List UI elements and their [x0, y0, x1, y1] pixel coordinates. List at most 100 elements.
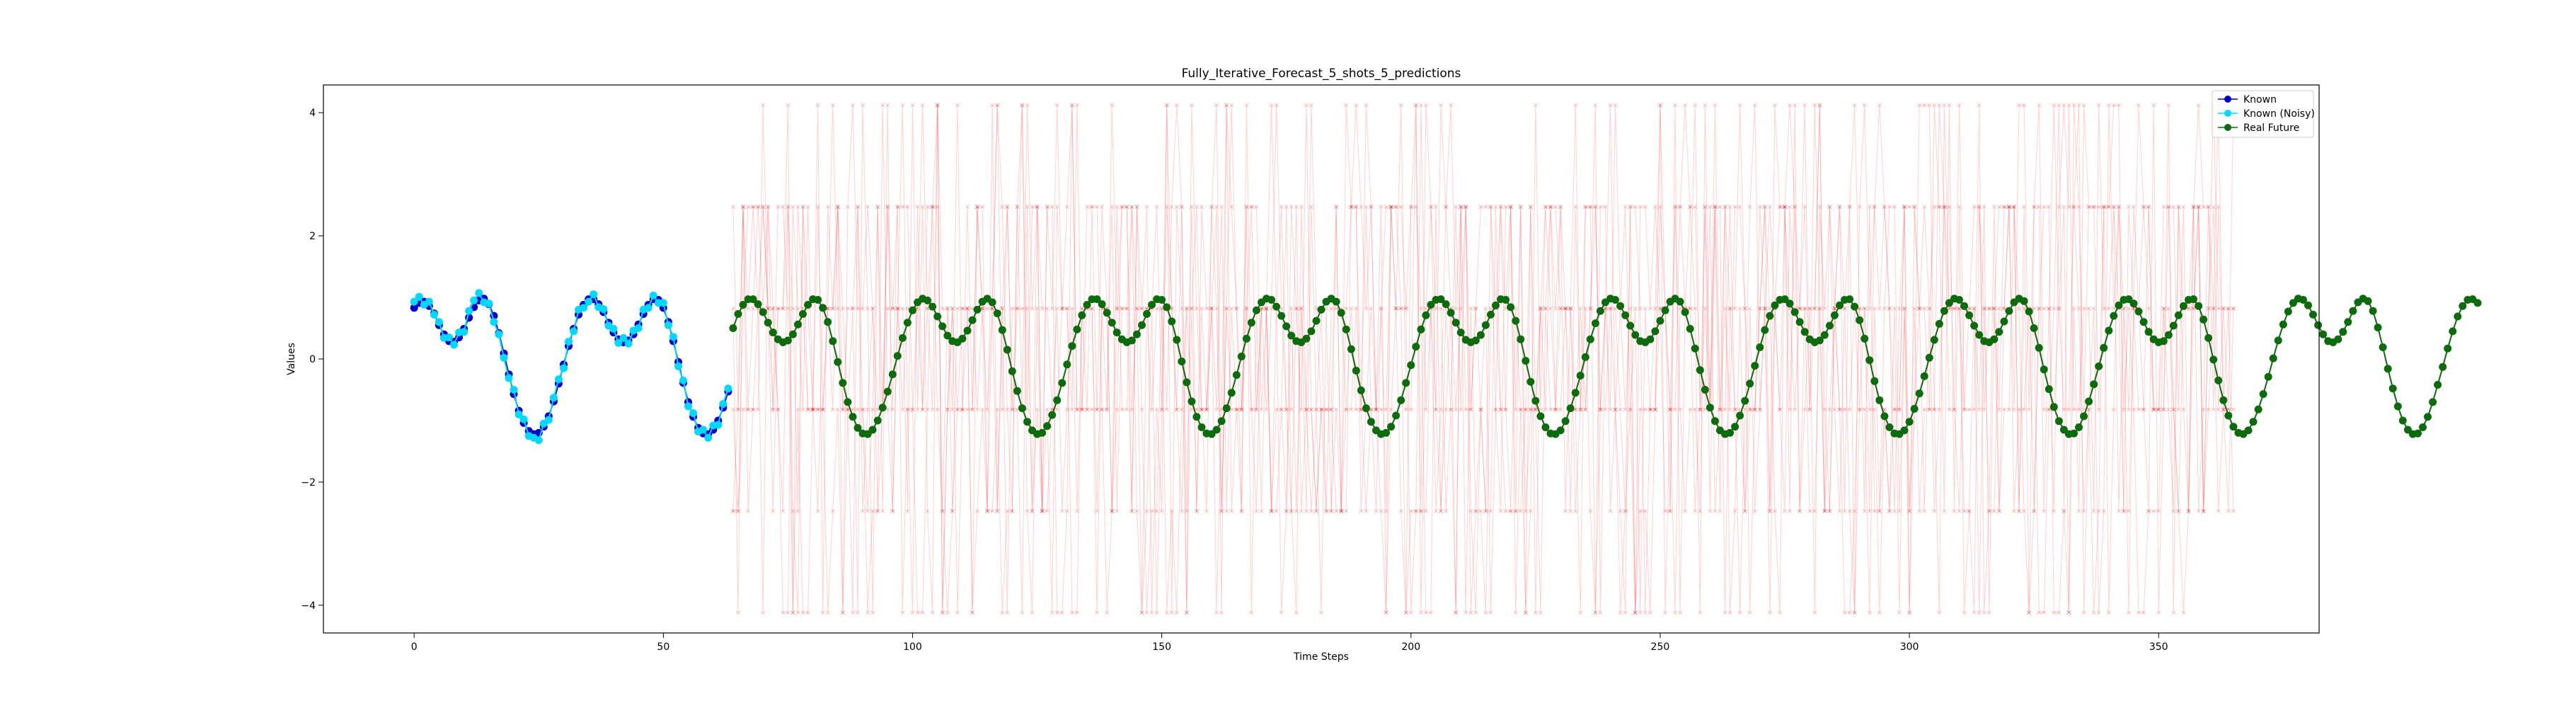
prediction-point [1120, 205, 1125, 210]
prediction-point [1937, 205, 1942, 210]
prediction-point [885, 205, 890, 210]
prediction-point [1977, 407, 1982, 412]
data-point [1362, 404, 1370, 413]
prediction-point [756, 407, 761, 412]
prediction-point [1932, 508, 1937, 513]
prediction-point [1468, 306, 1473, 311]
prediction-point [1862, 306, 1867, 311]
prediction-point [1902, 306, 1907, 311]
data-point [669, 333, 677, 341]
prediction-point [1309, 508, 1313, 513]
prediction-point [1977, 205, 1982, 210]
prediction-point [1643, 407, 1648, 412]
prediction-point [1668, 407, 1672, 412]
prediction-point [950, 508, 955, 513]
prediction-point [1025, 306, 1030, 311]
prediction-point [895, 306, 900, 311]
prediction-point [1249, 205, 1254, 210]
prediction-point [1732, 407, 1737, 412]
prediction-point [1224, 306, 1229, 311]
y-tick-label: 4 [309, 108, 316, 119]
prediction-point [1344, 508, 1349, 513]
prediction-point [1553, 306, 1558, 311]
data-point [1512, 316, 1520, 325]
data-point [1456, 329, 1465, 337]
data-point [968, 316, 977, 324]
y-tick-label: 2 [309, 231, 316, 242]
prediction-point [1105, 407, 1110, 412]
prediction-point [1897, 610, 1902, 615]
prediction-point [805, 407, 810, 412]
prediction-point [841, 407, 845, 412]
prediction-point [1468, 508, 1473, 513]
prediction-point [1149, 407, 1154, 412]
prediction-point [1095, 610, 1099, 615]
prediction-point [1195, 205, 1199, 210]
data-point [505, 374, 513, 382]
data-point [1272, 302, 1281, 311]
prediction-point [1563, 306, 1568, 311]
prediction-point [1827, 407, 1832, 412]
prediction-point [2086, 407, 2091, 412]
data-point [1856, 316, 1864, 324]
prediction-point [1528, 508, 1533, 513]
prediction-point [1688, 407, 1693, 412]
prediction-point [1503, 407, 1508, 412]
prediction-point [1693, 407, 1698, 412]
prediction-point [1752, 407, 1757, 412]
prediction-point [1010, 407, 1015, 412]
prediction-point [1115, 508, 1120, 513]
prediction-point [1887, 508, 1892, 513]
prediction-point [990, 306, 995, 311]
prediction-point [1528, 407, 1533, 412]
data-point [2085, 397, 2093, 406]
prediction-point [990, 508, 995, 513]
prediction-point [1972, 407, 1977, 412]
prediction-point [1085, 205, 1089, 210]
prediction-point [1379, 407, 1384, 412]
prediction-point [1952, 508, 1957, 513]
prediction-point [1783, 205, 1787, 210]
data-point [819, 304, 827, 312]
prediction-point [1877, 508, 1882, 513]
prediction-point [736, 508, 740, 513]
data-point [794, 320, 802, 329]
data-point [829, 337, 837, 346]
prediction-point [915, 205, 920, 210]
prediction-point [1668, 407, 1672, 412]
prediction-point [1713, 205, 1718, 210]
prediction-point [1424, 407, 1428, 412]
prediction-point [1439, 508, 1443, 513]
prediction-point [1762, 306, 1767, 311]
prediction-point [2226, 306, 2231, 311]
prediction-point [1075, 103, 1079, 108]
prediction-point [1069, 306, 1074, 311]
prediction-point [2196, 205, 2201, 210]
data-point [1661, 306, 1669, 314]
prediction-point [786, 205, 790, 210]
prediction-point [1204, 306, 1209, 311]
data-point [465, 307, 473, 315]
prediction-point [1907, 610, 1911, 615]
prediction-point [2211, 205, 2216, 210]
prediction-point [2127, 205, 2131, 210]
prediction-point [1483, 610, 1488, 615]
prediction-point [1289, 306, 1294, 311]
prediction-point [930, 407, 935, 412]
prediction-point [1942, 508, 1947, 513]
prediction-point [1887, 205, 1892, 210]
prediction-point [1867, 610, 1872, 615]
prediction-point [1125, 306, 1129, 311]
prediction-point [995, 508, 1000, 513]
prediction-point [2137, 103, 2141, 108]
prediction-point [1553, 407, 1558, 412]
prediction-point [1105, 610, 1110, 615]
prediction-point [2091, 610, 2096, 615]
prediction-point [1398, 508, 1403, 513]
prediction-point [1229, 205, 1234, 210]
prediction-point [1468, 407, 1473, 412]
data-point [1746, 379, 1754, 388]
prediction-point [1174, 103, 1179, 108]
prediction-point [1388, 205, 1393, 210]
prediction-point [1329, 508, 1333, 513]
